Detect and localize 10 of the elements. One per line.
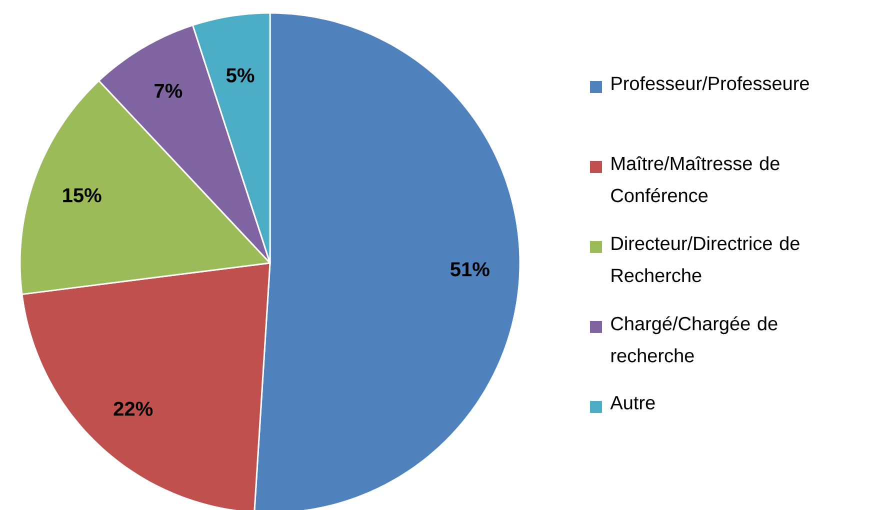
data-label: 5% [226,68,254,82]
data-label: 15% [63,188,102,202]
legend-label: Chargé/Chargée de recherche [611,316,778,362]
legend-label: Autre [610,396,655,410]
legend-label: Professeur/Professeure [612,76,809,90]
data-label: 22% [114,402,153,416]
data-label: 51% [450,262,490,276]
legend-label: Directeur/Directrice de Recherche [612,236,800,282]
legend-label: Maître/Maîtresse de Conférence [611,156,780,202]
data-label: 7% [154,84,182,98]
